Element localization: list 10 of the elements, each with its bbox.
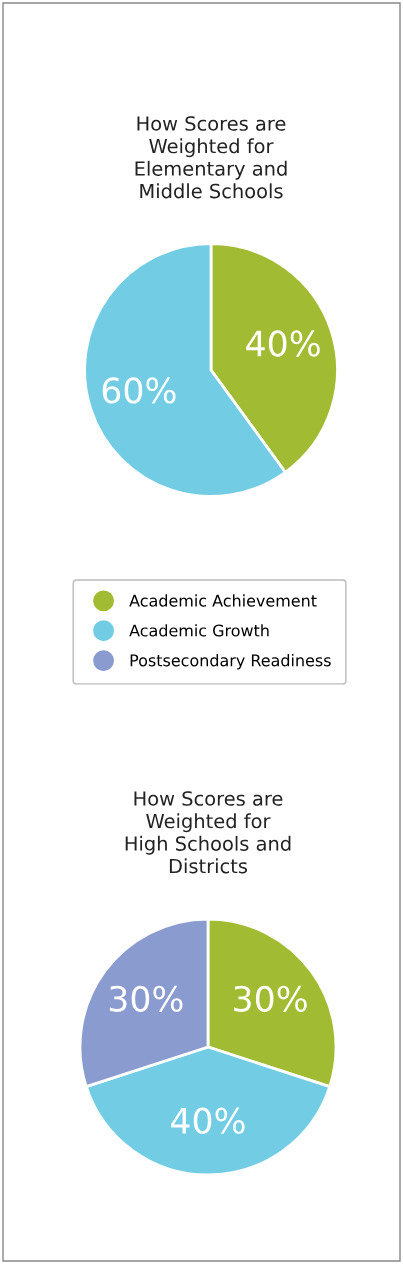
chart-title: How Scores are Weighted for Elementary and Middle Schools (135, 116, 287, 199)
data-label: 40% (246, 330, 320, 357)
legend-label: Academic Achievement (129, 594, 317, 607)
legend-label: Academic Growth (129, 624, 269, 637)
legend-label: Postsecondary Readiness (130, 654, 331, 670)
data-label: 30% (109, 985, 183, 1012)
data-label: 30% (234, 985, 307, 1012)
text: How Scores are Weighted for High Schools and Districts (125, 791, 291, 874)
data-label: 60% (102, 377, 176, 404)
data-label: 40% (171, 1107, 245, 1134)
